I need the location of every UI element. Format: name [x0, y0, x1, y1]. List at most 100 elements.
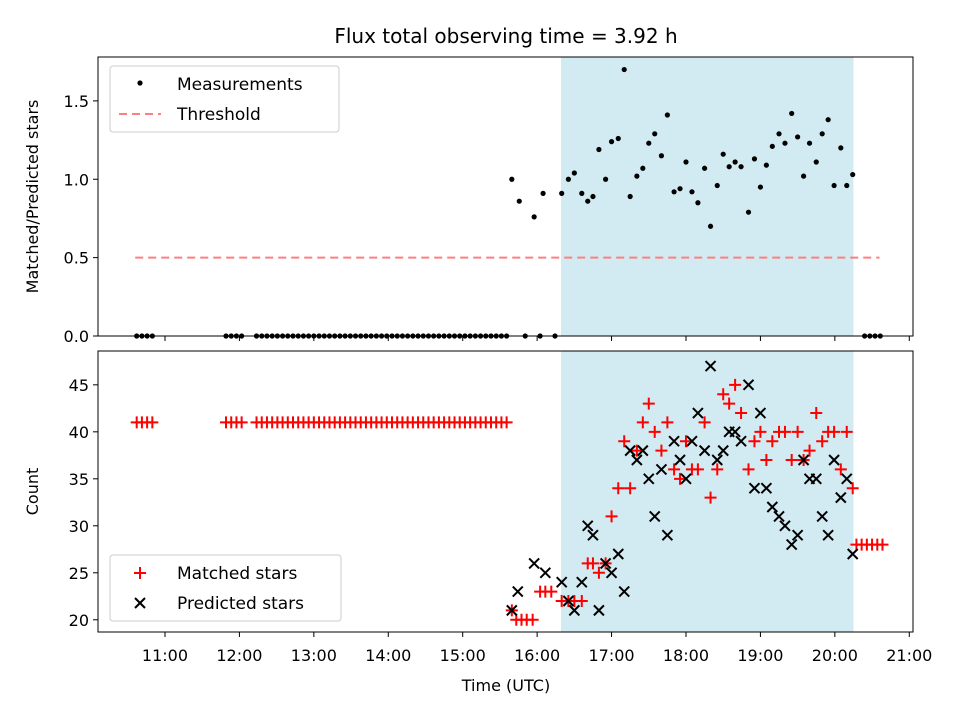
predicted-star-point: [680, 473, 692, 485]
predicted-star-point: [576, 576, 588, 588]
measurement-point: [819, 131, 825, 137]
legend-matched-label: Matched stars: [177, 564, 297, 584]
measurement-point: [738, 164, 744, 170]
predicted-star-point: [735, 435, 747, 447]
ratio-axes-frame: [97, 56, 914, 337]
predicted-star-point: [582, 520, 594, 532]
legend-measurements-label: Measurements: [177, 75, 303, 95]
y-tick-label: 0.5: [64, 249, 89, 268]
measurement-point: [689, 189, 695, 195]
measurement-point: [831, 182, 837, 189]
measurement-point: [634, 173, 640, 179]
measurement-point: [608, 139, 615, 145]
matched-star-point: [146, 416, 159, 429]
x-tick-label: 20:00: [812, 646, 858, 665]
measurement-point: [714, 182, 720, 189]
legend-predicted-label: Predicted stars: [177, 594, 304, 614]
measurement-point: [800, 173, 807, 179]
measurement-points: [134, 66, 883, 339]
count-axes-frame: [97, 350, 914, 633]
matched-star-point: [717, 388, 730, 401]
measurement-point: [844, 182, 850, 189]
measurement-point: [825, 117, 831, 123]
matched-star-point: [754, 425, 767, 438]
y-tick-label: 25: [69, 564, 89, 583]
measurement-point: [806, 140, 813, 146]
matched-star-point: [816, 435, 829, 448]
predicted-star-point: [605, 567, 618, 579]
predicted-star-point: [742, 379, 755, 391]
predicted-star-point: [785, 538, 798, 551]
x-tick-label: 16:00: [514, 646, 560, 665]
ratio-y-axis-label: Matched/Predicted stars: [23, 100, 42, 294]
matched-star-point: [630, 444, 643, 457]
predicted-star-point: [587, 529, 599, 541]
predicted-star-point: [637, 444, 649, 457]
ratio-legend: Measurements Threshold: [109, 65, 340, 133]
predicted-star-point: [748, 482, 761, 494]
predicted-star-point: [631, 454, 643, 466]
matched-star-point: [648, 425, 661, 438]
matched-star-point: [742, 463, 755, 476]
measurement-point: [603, 176, 609, 182]
matched-star-point: [545, 585, 558, 598]
predicted-star-point: [655, 463, 668, 476]
matched-star-point: [748, 435, 761, 448]
x-tick-label: 14:00: [365, 646, 411, 665]
measurement-point: [596, 146, 602, 153]
measurement-point: [559, 190, 565, 196]
predicted-star-point: [711, 454, 723, 466]
measurement-point: [615, 135, 621, 142]
predicted-star-point: [847, 548, 859, 560]
predicted-star-point: [618, 585, 630, 598]
measurement-point: [621, 66, 627, 73]
matched-star-point: [803, 444, 816, 457]
measurement-point: [652, 131, 658, 137]
x-tick-label: 11:00: [142, 646, 188, 665]
matched-star-point: [235, 416, 248, 429]
matched-star-point: [500, 416, 513, 429]
y-tick-label: 20: [69, 611, 89, 630]
matched-star-point: [526, 613, 539, 626]
measurement-point: [664, 112, 670, 118]
measurement-point: [850, 171, 856, 178]
measurement-point: [763, 162, 769, 168]
measurement-point: [671, 189, 677, 195]
predicted-star-point: [760, 482, 773, 494]
matched-star-point: [876, 538, 889, 551]
measurement-point: [789, 110, 795, 117]
measurement-point: [720, 151, 726, 157]
measurement-point: [531, 214, 537, 220]
x-tick-label: 19:00: [737, 646, 783, 665]
y-tick-label: 40: [69, 423, 89, 442]
predicted-star-point: [822, 529, 834, 541]
measurement-point: [776, 131, 782, 137]
measurement-point: [540, 190, 546, 196]
matched-star-point: [661, 416, 674, 429]
predicted-star-point: [797, 454, 810, 466]
matched-star-point: [698, 416, 711, 429]
measurement-point: [683, 159, 689, 165]
matched-star-point: [674, 472, 687, 485]
predicted-star-point: [512, 585, 524, 598]
x-tick-label: 13:00: [291, 646, 337, 665]
measurement-point: [707, 223, 714, 229]
y-tick-label: 35: [69, 470, 89, 489]
predicted-star-point: [568, 604, 581, 617]
count-axis-ticks: 20 25 30 35 40 45 11:00 12:00 13:00 14:00 15:00 16:…: [69, 376, 933, 665]
matched-star-point: [766, 435, 779, 448]
measurement-point: [726, 164, 732, 170]
measurement-point: [640, 165, 646, 171]
y-tick-label: 0.0: [64, 327, 89, 346]
measurement-point: [627, 193, 633, 200]
measurement-point: [732, 159, 738, 165]
predicted-star-point: [506, 604, 518, 617]
matched-star-point: [840, 425, 853, 438]
measurement-point: [516, 198, 522, 204]
predicted-star-point: [835, 491, 847, 504]
predicted-star-point: [729, 426, 741, 438]
predicted-star-point: [599, 557, 612, 570]
matched-star-point: [586, 557, 599, 570]
matched-star-point: [624, 482, 637, 495]
matched-star-point: [723, 397, 736, 410]
